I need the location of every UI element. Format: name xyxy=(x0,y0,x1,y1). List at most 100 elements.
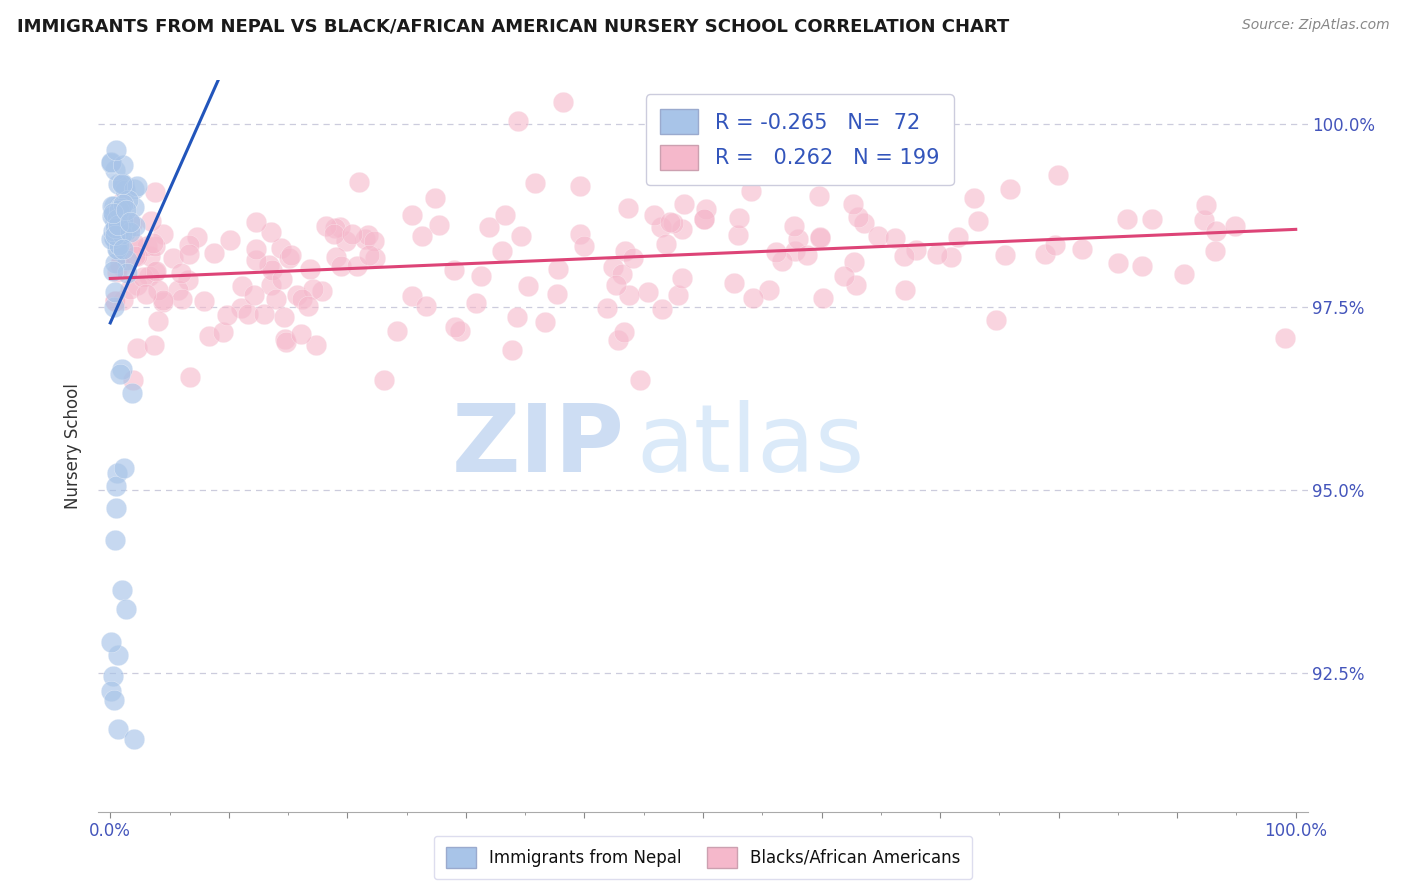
Point xyxy=(810,231,832,245)
Point xyxy=(323,221,346,235)
Point xyxy=(568,178,591,193)
Point xyxy=(100,199,122,213)
Point xyxy=(122,732,145,747)
Point xyxy=(357,248,380,262)
Point xyxy=(215,308,238,322)
Point xyxy=(107,218,129,232)
Point xyxy=(110,223,132,237)
Point xyxy=(100,683,122,698)
Point xyxy=(963,191,986,205)
Point xyxy=(605,277,627,292)
Text: ZIP: ZIP xyxy=(451,400,624,492)
Point xyxy=(146,284,169,298)
Point xyxy=(104,215,127,229)
Point xyxy=(104,293,127,308)
Point xyxy=(770,253,793,268)
Point xyxy=(271,272,294,286)
Point xyxy=(401,208,423,222)
Point xyxy=(111,177,134,191)
Point xyxy=(107,243,129,257)
Point xyxy=(1000,182,1022,196)
Point xyxy=(104,479,127,493)
Point xyxy=(884,231,907,245)
Point xyxy=(148,314,170,328)
Point xyxy=(340,227,363,241)
Y-axis label: Nursery School: Nursery School xyxy=(65,383,83,509)
Point xyxy=(796,247,818,261)
Point xyxy=(139,249,162,263)
Point xyxy=(758,283,780,297)
Point xyxy=(322,227,344,241)
Point xyxy=(617,201,640,215)
Point xyxy=(572,239,595,253)
Point xyxy=(107,648,129,662)
Point xyxy=(1194,212,1216,227)
Point xyxy=(783,244,806,259)
Point xyxy=(672,197,695,211)
Point xyxy=(243,288,266,302)
Point xyxy=(142,236,165,251)
Point xyxy=(671,271,693,285)
Point xyxy=(122,182,145,196)
Point xyxy=(103,300,125,314)
Point xyxy=(501,343,523,357)
Point xyxy=(509,228,531,243)
Point xyxy=(1195,198,1218,212)
Point xyxy=(1043,237,1066,252)
Point xyxy=(614,244,637,259)
Point xyxy=(658,214,681,228)
Point xyxy=(218,233,240,247)
Point xyxy=(179,238,201,252)
Point xyxy=(1173,267,1195,281)
Point xyxy=(523,176,546,190)
Point xyxy=(1071,242,1094,256)
Point xyxy=(842,197,865,211)
Point xyxy=(108,257,131,271)
Point xyxy=(107,209,129,223)
Point xyxy=(127,178,149,193)
Text: Source: ZipAtlas.com: Source: ZipAtlas.com xyxy=(1241,18,1389,32)
Point xyxy=(152,227,174,241)
Point xyxy=(103,231,125,245)
Point xyxy=(103,224,125,238)
Point xyxy=(553,95,575,110)
Point xyxy=(110,367,132,381)
Point xyxy=(274,333,297,347)
Point xyxy=(143,265,166,279)
Point xyxy=(894,283,917,297)
Point xyxy=(108,238,131,252)
Point xyxy=(128,242,150,256)
Point xyxy=(280,247,302,261)
Point xyxy=(152,293,174,308)
Point xyxy=(110,202,132,216)
Point xyxy=(170,292,193,306)
Point xyxy=(495,208,517,222)
Point xyxy=(111,176,134,190)
Point xyxy=(278,251,301,265)
Point xyxy=(104,293,127,308)
Point xyxy=(728,211,751,226)
Point xyxy=(105,265,128,279)
Point xyxy=(111,213,134,227)
Point xyxy=(202,245,225,260)
Point xyxy=(245,214,267,228)
Point xyxy=(357,228,380,243)
Point xyxy=(852,216,875,230)
Point xyxy=(1204,244,1226,259)
Point xyxy=(260,277,283,292)
Point xyxy=(546,287,568,301)
Point xyxy=(516,278,538,293)
Point xyxy=(842,255,865,269)
Point xyxy=(101,264,124,278)
Point xyxy=(238,307,260,321)
Point xyxy=(354,232,377,246)
Point xyxy=(346,259,368,273)
Point xyxy=(118,283,141,297)
Point xyxy=(257,258,280,272)
Point xyxy=(142,338,165,352)
Point xyxy=(231,279,253,293)
Point xyxy=(994,248,1017,262)
Point xyxy=(415,299,437,313)
Point xyxy=(273,310,295,324)
Point xyxy=(347,175,370,189)
